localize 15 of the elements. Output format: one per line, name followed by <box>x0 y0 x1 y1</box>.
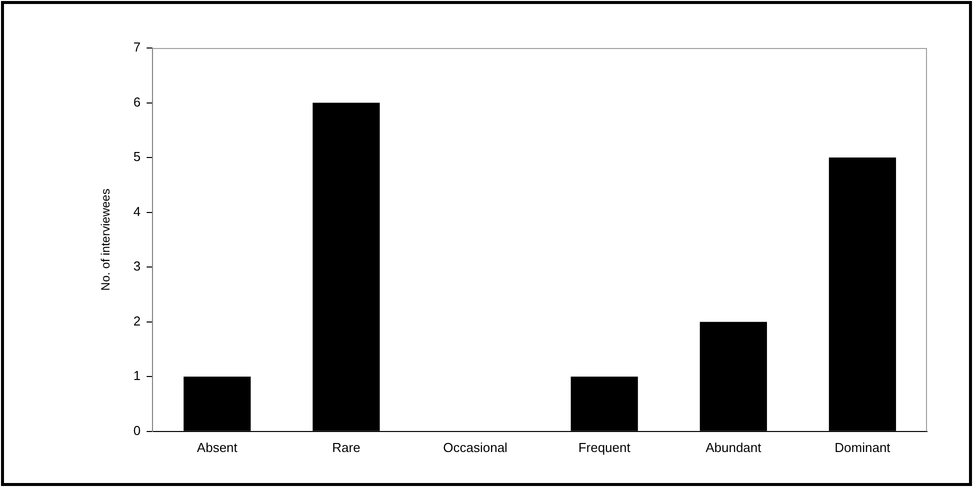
x-tick-label: Absent <box>196 440 238 455</box>
y-axis-title: No. of interviewees <box>98 188 113 291</box>
y-tick-label: 5 <box>133 149 141 164</box>
y-tick-label: 3 <box>133 258 141 274</box>
x-tick-label: Abundant <box>706 440 762 455</box>
x-tick-label: Occasional <box>443 440 508 455</box>
y-tick-label: 7 <box>133 40 141 55</box>
y-tick-label: 4 <box>133 204 141 219</box>
y-tick-label: 0 <box>133 422 141 438</box>
x-tick-label: Dominant <box>834 440 891 455</box>
y-tick-label: 6 <box>133 94 141 110</box>
x-tick-label: Frequent <box>578 440 631 455</box>
y-tick-label: 2 <box>133 313 141 328</box>
y-tick-label: 1 <box>133 368 141 384</box>
x-tick-label: Rare <box>332 440 360 455</box>
